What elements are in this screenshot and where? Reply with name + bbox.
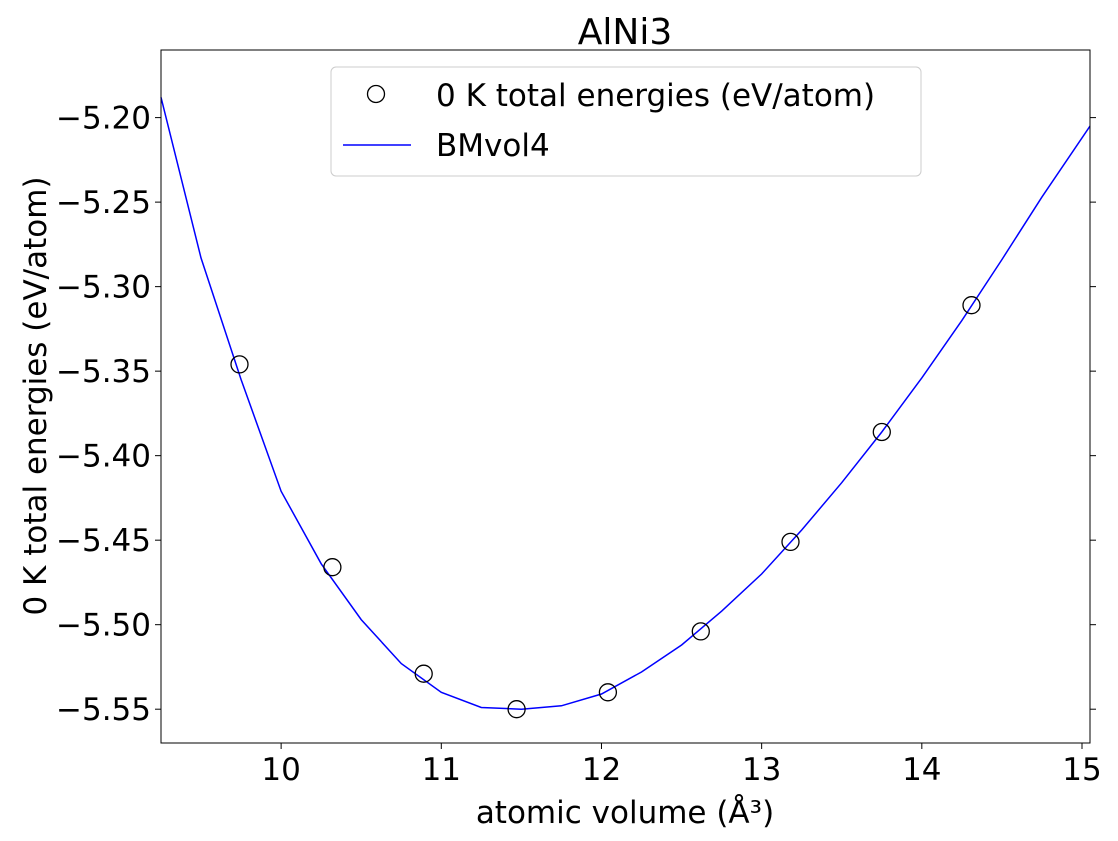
energy-point xyxy=(781,532,800,552)
plot-frame xyxy=(160,49,1091,744)
y-tick-label: −5.20 xyxy=(56,101,151,137)
y-tick-label: −5.55 xyxy=(56,692,151,728)
x-tick-label: 14 xyxy=(902,752,941,788)
x-tick-label: 11 xyxy=(422,752,461,788)
bmvol4-curve xyxy=(160,97,1091,710)
energy-point xyxy=(323,558,342,577)
x-tick-label: 10 xyxy=(261,752,300,788)
legend-box xyxy=(330,66,922,177)
plot-area xyxy=(160,97,1091,719)
y-tick-label: −5.30 xyxy=(56,270,151,306)
y-tick-label: −5.45 xyxy=(56,523,151,559)
x-tick-label: 15 xyxy=(1062,752,1101,788)
x-tick-label: 12 xyxy=(582,752,621,788)
energy-point xyxy=(962,296,981,315)
energy-point xyxy=(872,422,891,442)
legend-label-bmvol4: BMvol4 xyxy=(436,128,550,164)
chart-title: AlNi3 xyxy=(578,12,672,53)
energy-point xyxy=(598,683,618,702)
legend-marker-circle xyxy=(366,84,386,104)
y-tick-label: −5.50 xyxy=(56,608,151,644)
axis-ticks: 10 11 12 13 14 15 −5.20 −5.25 −5.30 −5.35 −5.40 −5.… xyxy=(56,101,1102,788)
x-tick-label: 13 xyxy=(742,752,781,788)
y-axis-label: 0 K total energies (eV/atom) xyxy=(18,176,54,615)
energy-point xyxy=(507,700,526,719)
energy-point xyxy=(691,622,710,641)
legend-label-energies: 0 K total energies (eV/atom) xyxy=(436,78,875,114)
energy-point xyxy=(414,664,433,683)
energy-point xyxy=(230,355,249,374)
legend: 0 K total energies (eV/atom) BMvol4 xyxy=(330,66,922,177)
y-tick-label: −5.25 xyxy=(56,185,151,221)
x-axis-label: atomic volume (Å³) xyxy=(476,795,774,831)
y-tick-label: −5.35 xyxy=(56,354,151,390)
y-tick-label: −5.40 xyxy=(56,439,151,475)
